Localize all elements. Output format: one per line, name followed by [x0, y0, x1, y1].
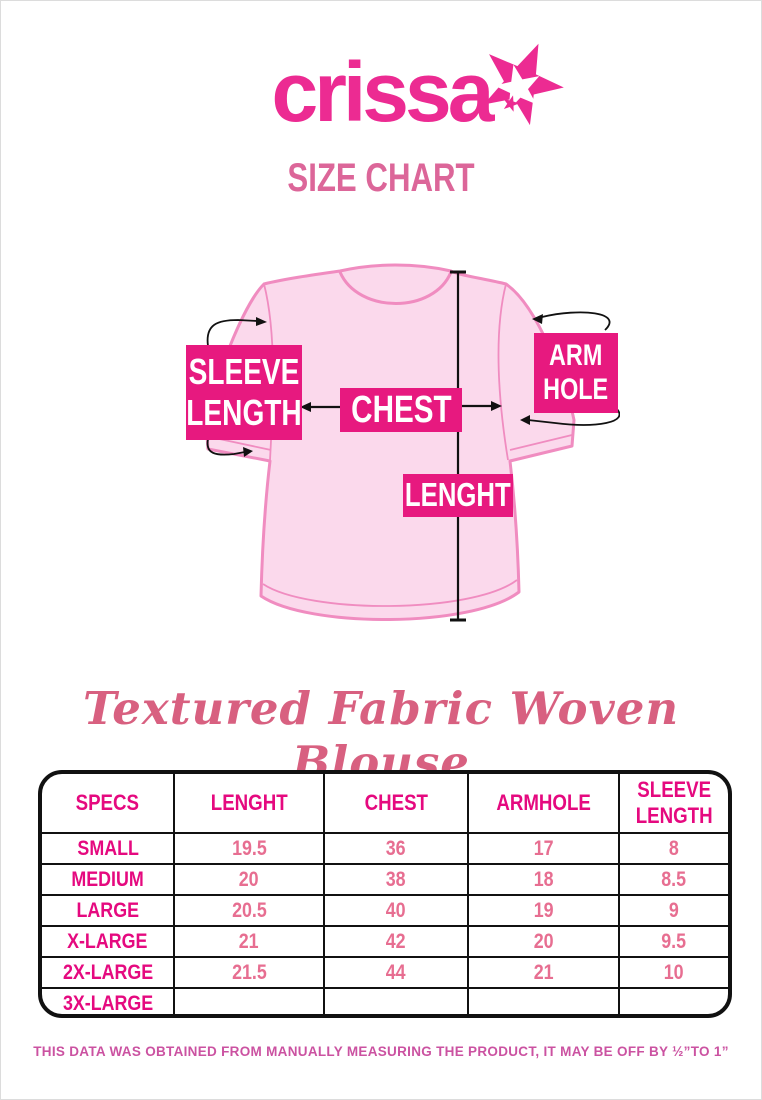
- size-label: 3X-LARGE: [42, 987, 176, 1014]
- size-label: LARGE: [42, 894, 176, 927]
- product-script-title: Textured Fabric Woven Blouse: [82, 682, 680, 789]
- column-header-armhole: ARMHOLE: [467, 774, 620, 834]
- diagram-label-sleeve-length: SLEEVE LENGTH: [186, 345, 302, 440]
- table-row-small: SMALL 19.5 36 17 8: [42, 832, 728, 865]
- size-value: 19: [467, 894, 620, 927]
- size-value: 42: [322, 925, 470, 958]
- sleeve-length-label-text: SLEEVE LENGTH: [186, 351, 302, 433]
- size-value: 40: [322, 894, 470, 927]
- size-label: SMALL: [42, 832, 176, 865]
- size-value: 19.5: [173, 832, 325, 865]
- size-value: 9: [617, 894, 728, 927]
- size-value: 36: [322, 832, 470, 865]
- size-table-container: SPECS LENGHT CHEST ARMHOLE SLEEVE LENGTH…: [38, 770, 732, 1018]
- size-label: X-LARGE: [42, 925, 176, 958]
- size-chart-title-text: SIZE CHART: [287, 156, 475, 200]
- size-value: 20.5: [173, 894, 325, 927]
- table-row-large: LARGE 20.5 40 19 9: [42, 894, 728, 927]
- length-label-text: LENGHT: [405, 476, 511, 514]
- table-row-xlarge: X-LARGE 21 42 20 9.5: [42, 925, 728, 958]
- size-value: [173, 987, 325, 1014]
- size-value: 20: [173, 863, 325, 896]
- size-value: [322, 987, 470, 1014]
- size-value: 21.5: [173, 956, 325, 989]
- tshirt-outline: [204, 263, 576, 622]
- size-value: 20: [467, 925, 620, 958]
- table-row-2xlarge: 2X-LARGE 21.5 44 21 10: [42, 956, 728, 989]
- column-header-length: LENGHT: [173, 774, 325, 834]
- size-value: 21: [467, 956, 620, 989]
- size-label: MEDIUM: [42, 863, 176, 896]
- column-header-specs: SPECS: [42, 774, 176, 834]
- diagram-label-armhole: ARM HOLE: [534, 333, 618, 413]
- table-row-3xlarge: 3X-LARGE: [42, 987, 728, 1014]
- brand-logo-text: crissa: [271, 45, 495, 139]
- size-value: 18: [467, 863, 620, 896]
- diagram-label-length: LENGHT: [403, 474, 513, 517]
- column-header-sleeve-length: SLEEVE LENGTH: [617, 774, 728, 834]
- table-row-medium: MEDIUM 20 38 18 8.5: [42, 863, 728, 896]
- size-value: 10: [617, 956, 728, 989]
- size-value: 8.5: [617, 863, 728, 896]
- tshirt-diagram-graphic: [204, 263, 620, 622]
- size-label: 2X-LARGE: [42, 956, 176, 989]
- size-value: [617, 987, 728, 1014]
- size-chart-title: SIZE CHART: [0, 158, 762, 198]
- size-value: 8: [617, 832, 728, 865]
- armhole-arrows: [520, 311, 620, 426]
- chest-measure-arrows: [300, 401, 502, 412]
- size-table: SPECS LENGHT CHEST ARMHOLE SLEEVE LENGTH…: [42, 774, 728, 1014]
- column-header-chest: CHEST: [322, 774, 470, 834]
- size-value: 38: [322, 863, 470, 896]
- chest-label-text: CHEST: [350, 388, 452, 431]
- length-measure-line: [450, 270, 466, 622]
- size-value: 9.5: [617, 925, 728, 958]
- size-value: 17: [467, 832, 620, 865]
- size-value: [467, 987, 620, 1014]
- size-value: 21: [173, 925, 325, 958]
- table-header-row: SPECS LENGHT CHEST ARMHOLE SLEEVE LENGTH: [42, 774, 728, 834]
- star-icon: [483, 43, 564, 126]
- sleeve-length-arrows: [206, 317, 267, 457]
- tshirt-diagram: SLEEVE LENGTH CHEST ARM HOLE LENGHT: [150, 260, 620, 650]
- diagram-label-chest: CHEST: [340, 388, 462, 432]
- footnote-text: THIS DATA WAS OBTAINED FROM MANUALLY MEA…: [33, 1044, 729, 1059]
- size-value: 44: [322, 956, 470, 989]
- armhole-label-text: ARM HOLE: [543, 339, 609, 406]
